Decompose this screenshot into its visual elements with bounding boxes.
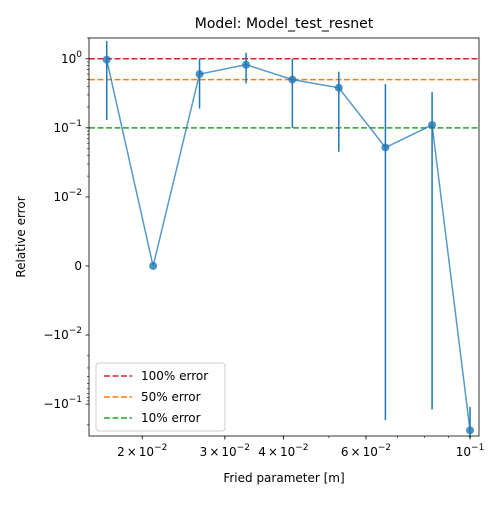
x-tick-label: 10−1 (456, 443, 485, 459)
y-axis: 100 10−1 10−2 0 −10−2 −10−1 (43, 37, 89, 426)
y-tick-label: 10−2 (53, 188, 82, 204)
legend-label: 10% error (141, 411, 201, 425)
x-tick-label: 2 × 10−2 (117, 443, 167, 459)
x-axis-label: Fried parameter [m] (223, 471, 344, 485)
data-point (288, 75, 297, 84)
data-point (149, 261, 158, 270)
legend-box (95, 362, 226, 432)
legend: 100% error 50% error 10% error (95, 362, 226, 432)
data-point (102, 55, 111, 64)
x-tick-label: 6 × 10−2 (341, 443, 391, 459)
x-tick-label: 3 × 10−2 (200, 443, 250, 459)
plot-frame (88, 37, 480, 437)
x-tick-label: 4 × 10−2 (258, 443, 308, 459)
y-tick-label: 10−1 (53, 119, 82, 135)
data-point (334, 83, 343, 92)
chart-title: Model: Model_test_resnet (195, 16, 374, 32)
y-axis-label: Relative error (14, 196, 28, 277)
legend-label: 100% error (141, 369, 208, 383)
x-axis: 2 × 10−2 3 × 10−2 4 × 10−2 6 × 10−2 10−1 (117, 436, 484, 459)
y-tick-label: 0 (74, 259, 82, 273)
data-point (242, 60, 251, 69)
data-point (381, 143, 390, 152)
y-tick-label: 100 (61, 50, 82, 66)
legend-label: 50% error (141, 390, 201, 404)
y-tick-label: −10−2 (43, 326, 82, 342)
data-point (195, 70, 204, 79)
data-point (428, 120, 437, 129)
data-point (466, 426, 475, 435)
y-tick-label: −10−1 (43, 395, 82, 411)
